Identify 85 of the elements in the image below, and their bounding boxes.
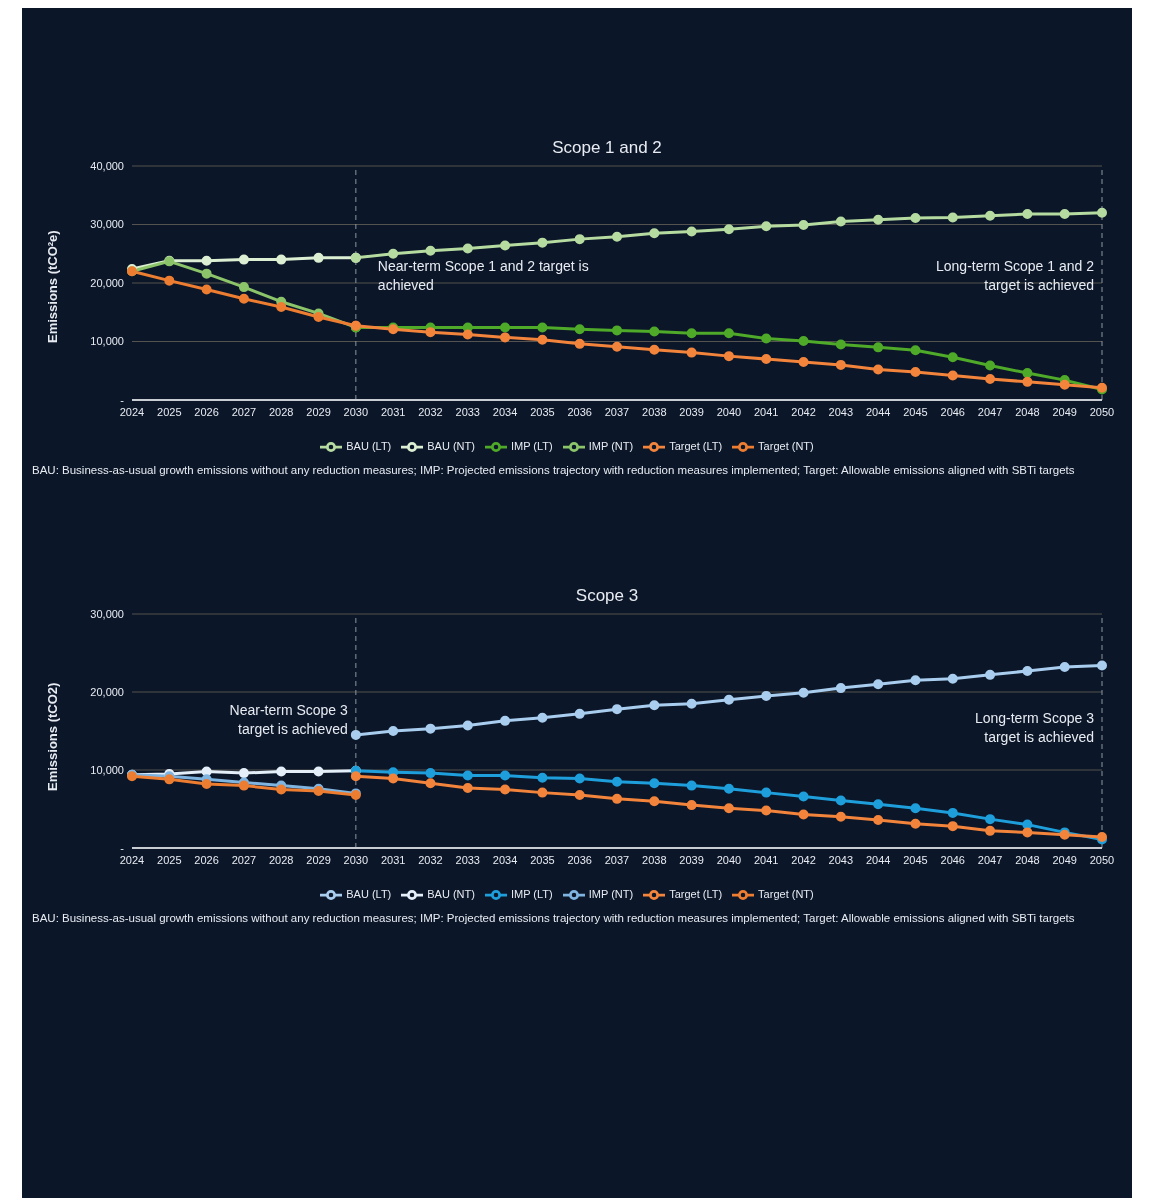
x-tick-label: 2026 xyxy=(194,853,219,866)
x-tick-label: 2046 xyxy=(940,405,966,418)
legend-label: Target (LT) xyxy=(669,887,723,900)
x-tick-label: 2049 xyxy=(1052,853,1077,866)
annotation: Long-term Scope 1 and 2 target is achieved xyxy=(936,258,1095,294)
x-tick-label: 2044 xyxy=(865,405,891,418)
x-tick-label: 2024 xyxy=(119,405,145,418)
x-tick-label: 2025 xyxy=(157,405,182,418)
legend-label: Target (NT) xyxy=(758,887,814,900)
x-tick-label: 2050 xyxy=(1089,405,1115,418)
x-tick-label: 2027 xyxy=(231,405,257,418)
x-tick-label: 2050 xyxy=(1089,853,1115,866)
x-tick-label: 2030 xyxy=(343,405,369,418)
x-tick-label: 2031 xyxy=(380,853,406,866)
x-tick-label: 2048 xyxy=(1015,405,1040,418)
x-tick-label: 2028 xyxy=(268,405,294,418)
chart-title: Scope 1 and 2 xyxy=(551,138,663,158)
x-tick-label: 2045 xyxy=(903,405,928,418)
y-tick-label: 10,000 xyxy=(90,763,124,776)
y-tick-label: - xyxy=(120,393,125,406)
x-tick-label: 2033 xyxy=(455,405,481,418)
x-tick-label: 2032 xyxy=(418,405,443,418)
x-tick-label: 2047 xyxy=(977,853,1003,866)
x-tick-label: 2047 xyxy=(977,405,1003,418)
x-tick-label: 2038 xyxy=(642,405,667,418)
x-tick-label: 2027 xyxy=(231,853,257,866)
x-tick-label: 2037 xyxy=(604,405,630,418)
x-tick-label: 2040 xyxy=(716,405,742,418)
x-tick-label: 2039 xyxy=(679,405,704,418)
x-tick-label: 2032 xyxy=(418,853,443,866)
x-tick-label: 2048 xyxy=(1015,853,1040,866)
x-tick-label: 2028 xyxy=(268,853,294,866)
x-tick-label: 2046 xyxy=(940,853,966,866)
x-tick-label: 2038 xyxy=(642,853,667,866)
x-tick-label: 2033 xyxy=(455,853,481,866)
y-tick-label: 40,000 xyxy=(90,159,124,172)
x-tick-label: 2041 xyxy=(753,853,779,866)
x-tick-label: 2037 xyxy=(604,853,630,866)
y-axis-title: Emissions (tCO²e) xyxy=(44,230,60,343)
x-tick-label: 2034 xyxy=(492,405,518,418)
text: BAU: Business-as-usual growth emissions without any reduction measures; IMP: Projected emissions trajectory with reduction measures implemented; Target: Allowable emissions aligned with SBTi targets xyxy=(32,912,1076,924)
legend-label: IMP (NT) xyxy=(588,439,634,452)
x-tick-label: 2049 xyxy=(1052,405,1077,418)
legend-label: Target (NT) xyxy=(758,439,814,452)
x-tick-label: 2040 xyxy=(716,853,742,866)
x-tick-label: 2036 xyxy=(567,853,592,866)
annotation: Long-term Scope 3 target is achieved xyxy=(974,710,1095,746)
x-tick-label: 2043 xyxy=(828,853,854,866)
legend-label: IMP (LT) xyxy=(510,439,553,452)
legend-label: BAU (NT) xyxy=(427,439,475,452)
x-tick-label: 2025 xyxy=(157,853,182,866)
y-axis-title: Emissions (tCO2) xyxy=(44,682,60,791)
y-tick-label: 20,000 xyxy=(90,276,124,289)
x-tick-label: 2026 xyxy=(194,405,219,418)
x-tick-label: 2044 xyxy=(865,853,891,866)
x-tick-label: 2024 xyxy=(119,853,145,866)
y-tick-label: 30,000 xyxy=(90,218,124,231)
legend-label: BAU (LT) xyxy=(346,887,392,900)
x-tick-label: 2039 xyxy=(679,853,704,866)
legend-label: BAU (NT) xyxy=(427,887,475,900)
legend-label: IMP (NT) xyxy=(588,887,634,900)
x-tick-label: 2043 xyxy=(828,405,854,418)
x-tick-label: 2036 xyxy=(567,405,592,418)
x-tick-label: 2042 xyxy=(791,853,816,866)
text: BAU: Business-as-usual growth emissions without any reduction measures; IMP: Projected emissions trajectory with reduction measures implemented; Target: Allowable emissions aligned with SBTi targets xyxy=(32,464,1076,476)
x-tick-label: 2029 xyxy=(306,405,331,418)
x-tick-label: 2030 xyxy=(343,853,369,866)
annotation: Near-term Scope 3 target is achieved xyxy=(229,702,349,738)
chart-title: Scope 3 xyxy=(574,586,640,606)
x-tick-label: 2042 xyxy=(791,405,816,418)
x-tick-label: 2035 xyxy=(530,853,555,866)
x-tick-label: 2041 xyxy=(753,405,779,418)
y-tick-label: - xyxy=(120,841,125,854)
y-tick-label: 20,000 xyxy=(90,685,124,698)
y-tick-label: 30,000 xyxy=(90,607,124,620)
legend-label: IMP (LT) xyxy=(510,887,553,900)
x-tick-label: 2035 xyxy=(530,405,555,418)
legend-label: Target (LT) xyxy=(669,439,723,452)
x-tick-label: 2034 xyxy=(492,853,518,866)
y-tick-label: 10,000 xyxy=(90,335,124,348)
x-tick-label: 2031 xyxy=(380,405,406,418)
x-tick-label: 2029 xyxy=(306,853,331,866)
legend-label: BAU (LT) xyxy=(346,439,392,452)
x-tick-label: 2045 xyxy=(903,853,928,866)
annotation: Near-term Scope 1 and 2 target is achieved xyxy=(377,258,589,294)
